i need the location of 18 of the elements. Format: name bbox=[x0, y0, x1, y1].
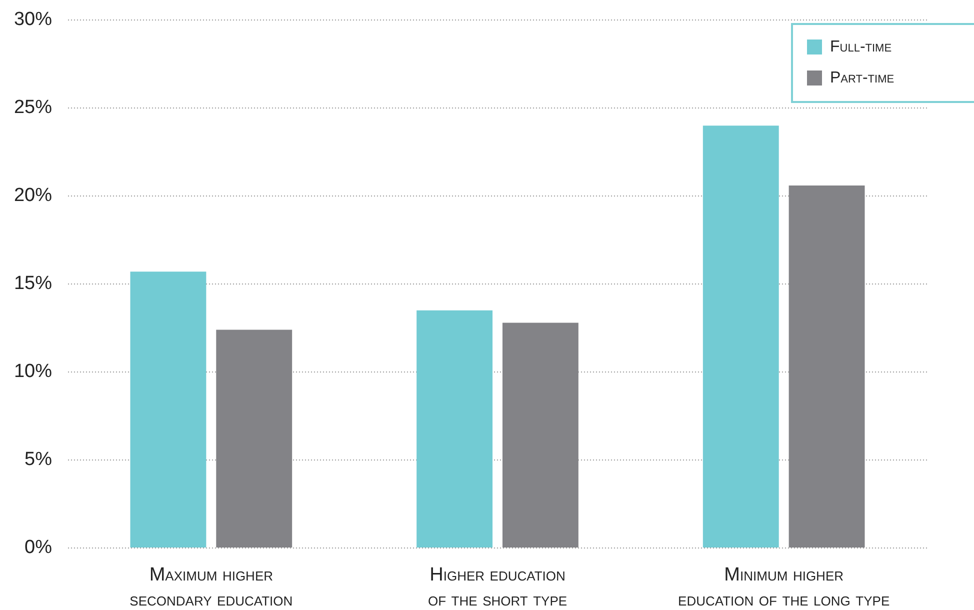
y-tick-label: 30% bbox=[14, 9, 52, 30]
y-tick-label: 0% bbox=[24, 537, 52, 558]
legend-label: Full-time bbox=[830, 38, 892, 56]
y-tick-label: 10% bbox=[14, 361, 52, 382]
bar bbox=[788, 185, 865, 548]
legend-label: Part-time bbox=[830, 69, 894, 86]
bar bbox=[130, 272, 206, 548]
x-tick-label: Higher education of the short type bbox=[428, 564, 568, 610]
y-tick-label: 15% bbox=[14, 273, 52, 294]
bar bbox=[216, 330, 292, 548]
x-tick-label: Maximum higher secondary education bbox=[130, 564, 293, 610]
x-tick-label: Minimum higher education of the long type bbox=[678, 564, 890, 610]
bar bbox=[702, 126, 779, 548]
y-tick-label: 25% bbox=[14, 97, 52, 118]
bar bbox=[502, 322, 578, 548]
bar bbox=[416, 310, 493, 548]
y-tick-label: 20% bbox=[14, 185, 52, 206]
y-tick-label: 5% bbox=[24, 449, 52, 470]
